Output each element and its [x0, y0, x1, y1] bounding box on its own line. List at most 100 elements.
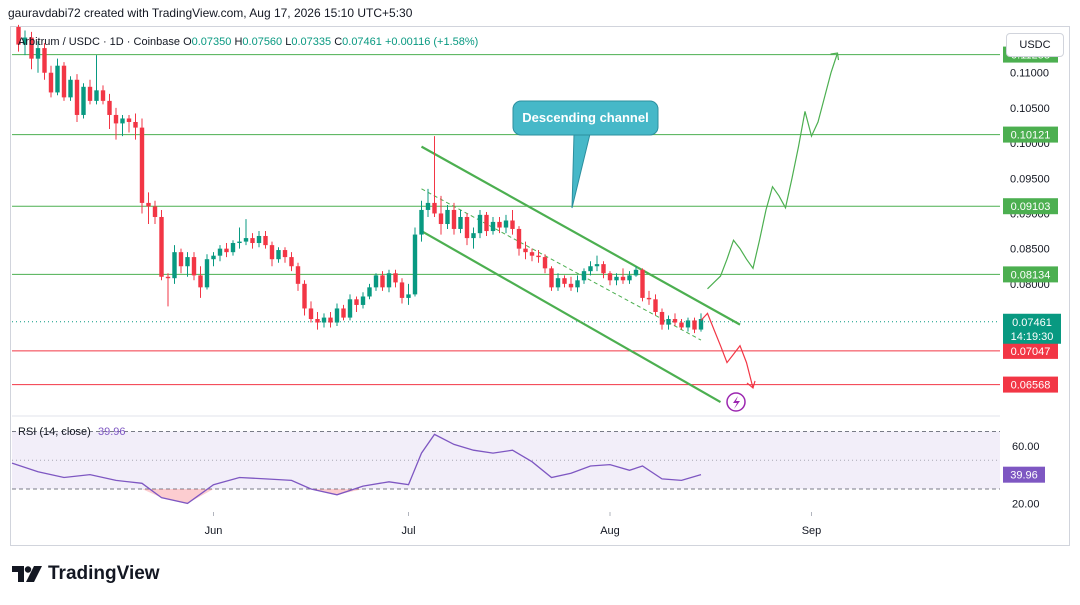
candle-body [172, 252, 177, 279]
candle-body [289, 257, 294, 267]
candle-body [588, 266, 593, 272]
price-level-badge [1003, 266, 1058, 283]
callout-label: Descending channel [522, 110, 648, 125]
candle-body [341, 308, 346, 318]
bearish-arrow-head [746, 380, 756, 390]
candle-body [263, 235, 268, 246]
price-axis-tick-label: 0.08500 [1010, 244, 1050, 256]
candle-body [406, 294, 411, 298]
candle-body [536, 255, 541, 258]
candle-body [146, 202, 151, 207]
candle-body [178, 252, 184, 267]
candle-body [568, 283, 574, 288]
candle-body [328, 317, 333, 323]
candle-body [139, 127, 145, 203]
open-label: O [183, 36, 192, 48]
candle-body [276, 250, 281, 260]
candle-body [185, 257, 190, 267]
bullish-projection-path [707, 52, 839, 290]
rsi-title: RSI (14, close) [18, 426, 91, 438]
candle-body [698, 319, 704, 330]
candle-body [302, 283, 307, 309]
candle-body [29, 37, 34, 59]
candle-body [646, 297, 652, 300]
candle-body [100, 90, 106, 101]
candle-body [542, 257, 548, 269]
price-level-badge [1003, 376, 1058, 393]
candle-body [48, 72, 54, 93]
low-label: L [285, 36, 292, 48]
candle-body [627, 275, 632, 281]
candle-body [94, 90, 99, 101]
rsi-line[interactable] [11, 433, 702, 505]
candle-body [354, 299, 359, 305]
candle-body [347, 299, 353, 318]
candle-body [425, 202, 431, 210]
time-axis-tick-label: Sep [802, 525, 822, 537]
candle-body [380, 275, 385, 288]
time-axis-tick-label: Aug [600, 525, 620, 537]
price-level-badge-label: 0.10121 [1011, 130, 1051, 142]
price-level-badge-label: 0.06568 [1011, 380, 1051, 392]
candle-body [477, 214, 483, 234]
callout-box[interactable] [512, 100, 659, 136]
candle-body [393, 273, 398, 283]
candle-body [659, 311, 665, 325]
candle-body [61, 65, 67, 98]
candle-body [204, 259, 210, 288]
candle-body [217, 248, 223, 256]
channel-mid-line [421, 188, 702, 341]
tradingview-logo[interactable]: TradingView [12, 563, 160, 585]
candle-body [614, 276, 619, 281]
candle-body [399, 282, 405, 298]
candle-body [594, 264, 600, 267]
price-axis-tick-label: 0.10500 [1010, 103, 1050, 115]
candle-body [419, 209, 424, 235]
symbol-legend: Arbitrum / USDC · 1D · Coinbase O0.07350… [18, 36, 478, 48]
channel-lower-line[interactable] [420, 230, 722, 403]
high-label: H [234, 36, 243, 48]
tradingview-logo-icon [12, 566, 42, 582]
candle-body [685, 320, 691, 328]
price-axis-tick-label: 0.11000 [1010, 68, 1049, 80]
rsi-axis-tick-label: 60.00 [1012, 441, 1040, 453]
symbol-name: Arbitrum / USDC · 1D · Coinbase [18, 36, 180, 48]
candle-body [510, 220, 515, 229]
currency-button[interactable]: USDC [1006, 33, 1064, 57]
callout-pointer [571, 133, 591, 209]
candle-body [529, 252, 535, 256]
candle-body [549, 268, 554, 288]
candle-body [471, 233, 476, 239]
channel-upper-line[interactable] [420, 145, 741, 326]
price-level-badge-label: 0.08134 [1011, 269, 1051, 281]
candle-body [224, 248, 229, 253]
candle-body [295, 266, 301, 284]
change-value: +0.00116 (+1.58%) [384, 36, 479, 48]
candle-body [81, 86, 86, 115]
current-price-badge [1003, 313, 1061, 344]
close-label: C [334, 36, 343, 48]
candle-body [620, 276, 626, 281]
rsi-legend-value: 39.96 [98, 426, 126, 438]
tradingview-brand: TradingView [48, 563, 160, 584]
candle-body [653, 299, 658, 312]
price-axis-tick-label: 0.09500 [1010, 173, 1050, 185]
chart-caption: gauravdabi72 created with TradingView.co… [8, 6, 413, 20]
candle-body [16, 27, 21, 45]
candle-body [35, 48, 41, 59]
candle-body [165, 276, 171, 279]
candle-body [373, 275, 379, 288]
candle-body [113, 114, 119, 124]
candle-body [445, 209, 450, 225]
candle-body [666, 319, 671, 325]
candle-body [315, 319, 320, 323]
candle-body [438, 213, 444, 225]
candle-body [601, 264, 606, 274]
close-value: 0.07461 [342, 36, 382, 48]
candle-body [692, 320, 697, 330]
candle-body [256, 235, 262, 244]
candle-body [562, 278, 567, 284]
candle-body [484, 214, 489, 232]
bullish-arrow-head [830, 52, 840, 61]
